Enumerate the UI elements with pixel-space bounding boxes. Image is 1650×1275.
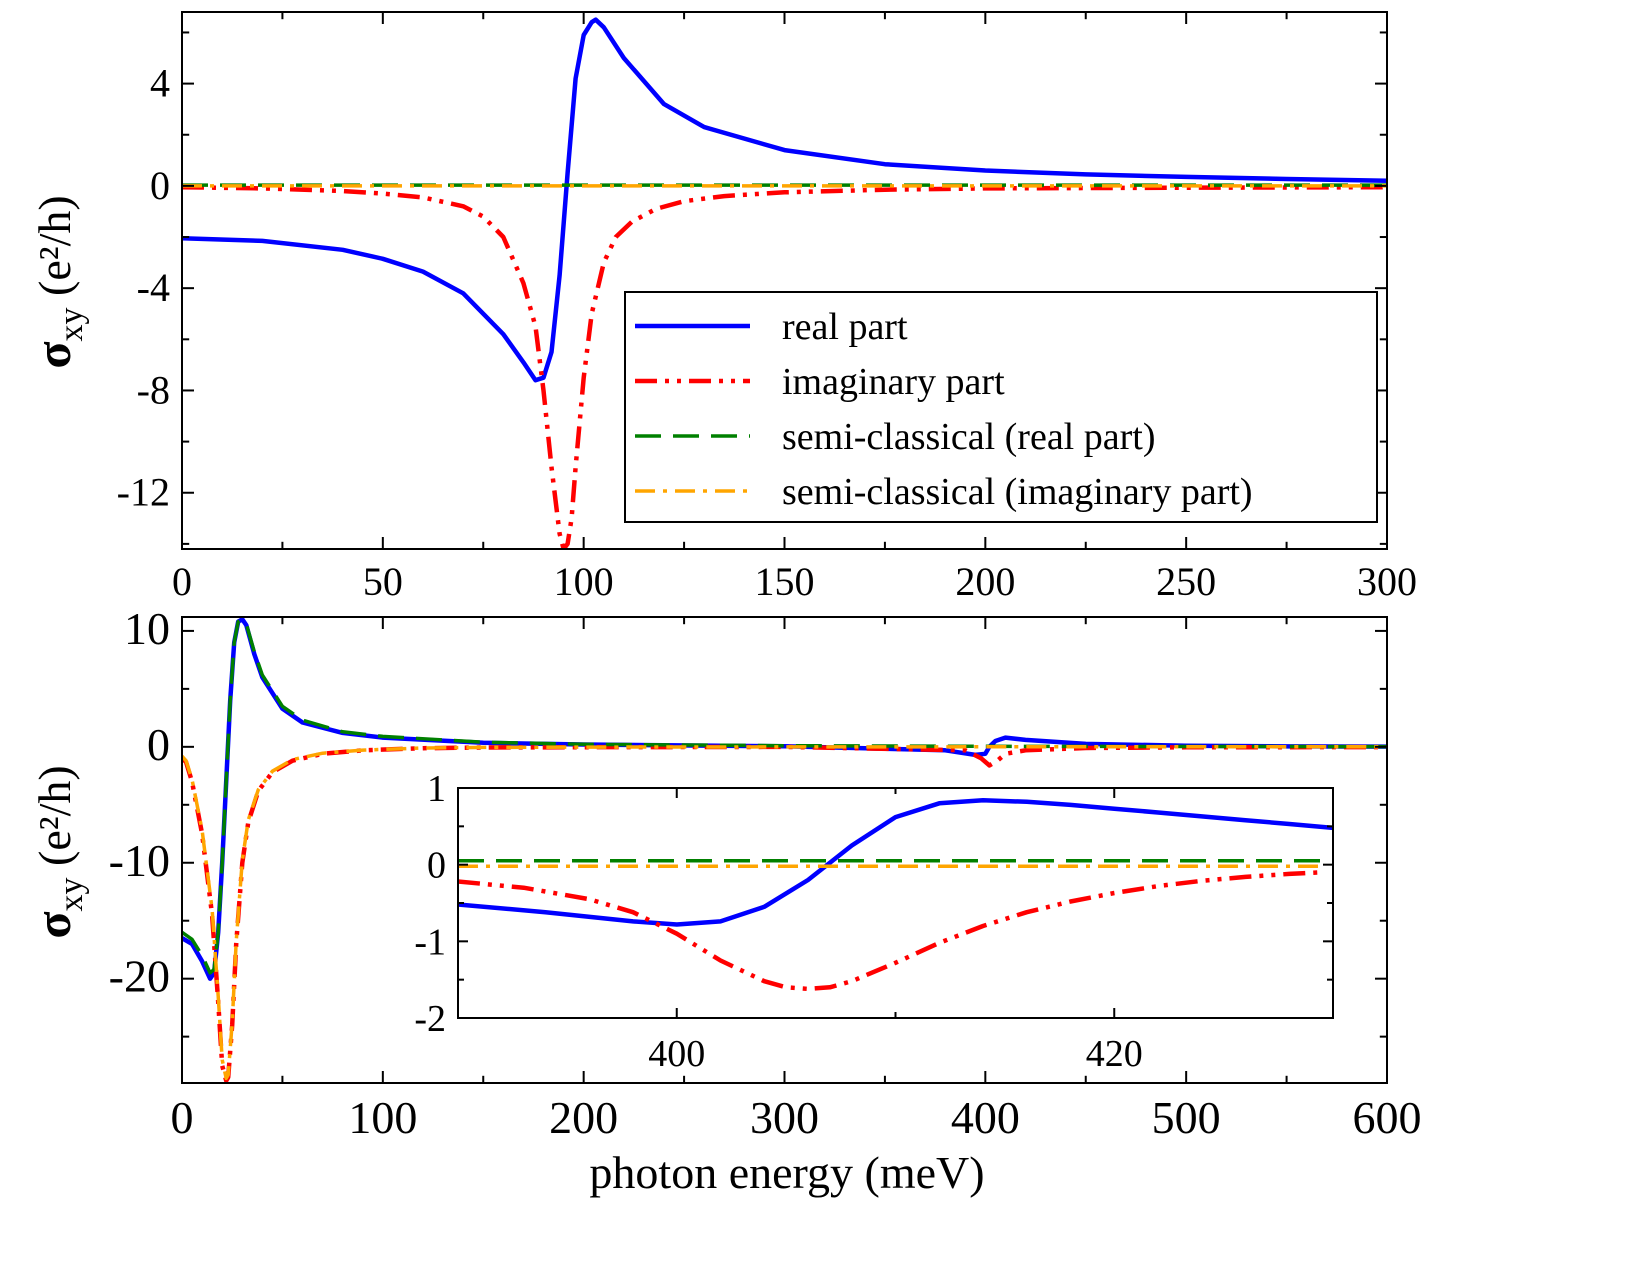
y-tick-label: -2 (414, 998, 446, 1040)
x-tick-label: 200 (955, 559, 1015, 604)
y-tick-label: -20 (109, 951, 170, 1002)
x-tick-label: 0 (172, 559, 192, 604)
axis-labels: σxy (e²/h) σxy (e²/h) photon energy (meV) (25, 195, 985, 1198)
series-line-real-part (182, 17, 1387, 383)
legend-entry: real part (782, 306, 908, 348)
series-line-semi-classical-real-part- (182, 617, 1387, 975)
x-tick-label: 300 (750, 1092, 819, 1143)
x-tick-label: 600 (1353, 1092, 1422, 1143)
x-tick-label: 400 (648, 1033, 705, 1075)
y-tick-label: 0 (427, 845, 446, 887)
inset-series (458, 798, 1333, 992)
x-tick-label: 420 (1086, 1033, 1143, 1075)
legend-entry: imaginary part (782, 361, 1005, 403)
bottom-x-axis-title: photon energy (meV) (589, 1147, 984, 1198)
y-tick-label: 10 (124, 603, 170, 654)
y-tick-label: -8 (137, 367, 170, 412)
legend-entry: semi-classical (real part) (782, 416, 1155, 458)
y-tick-label: -1 (414, 921, 446, 963)
x-tick-label: 100 (554, 559, 614, 604)
series-line-real-part (458, 798, 1333, 927)
y-tick-label: 1 (427, 768, 446, 810)
top-series (182, 17, 1387, 549)
y-tick-label: 0 (150, 163, 170, 208)
x-tick-label: 0 (171, 1092, 194, 1143)
inset-background (458, 788, 1333, 1018)
x-tick-label: 400 (951, 1092, 1020, 1143)
series-line-imaginary-part (458, 870, 1323, 992)
bottom-y-axis-title: σxy (e²/h) (25, 765, 90, 938)
y-tick-label: 4 (150, 61, 170, 106)
y-tick-label: -4 (137, 265, 170, 310)
x-tick-label: 150 (755, 559, 815, 604)
legend-box (624, 291, 1378, 523)
x-tick-label: 100 (348, 1092, 417, 1143)
y-tick-label: -12 (117, 470, 170, 515)
y-tick-label: 0 (147, 719, 170, 770)
inset-panel: 400 420 1 0 -1 -2 (414, 768, 1334, 1075)
y-tick-label: -10 (109, 835, 170, 886)
top-panel: 0 50 100 150 200 250 300 4 0 -4 -8 -12 (117, 11, 1417, 604)
x-tick-label: 300 (1357, 559, 1417, 604)
x-tick-label: 200 (549, 1092, 618, 1143)
x-tick-label: 500 (1152, 1092, 1221, 1143)
legend-entry: semi-classical (imaginary part) (782, 471, 1253, 513)
top-y-axis-title: σxy (e²/h) (25, 195, 90, 368)
x-tick-label: 250 (1156, 559, 1216, 604)
legend: real part imaginary part semi-classical (r… (624, 291, 1378, 523)
x-tick-label: 50 (363, 559, 403, 604)
series-line-imaginary-part (182, 184, 1387, 549)
bottom-series (182, 617, 1387, 1083)
